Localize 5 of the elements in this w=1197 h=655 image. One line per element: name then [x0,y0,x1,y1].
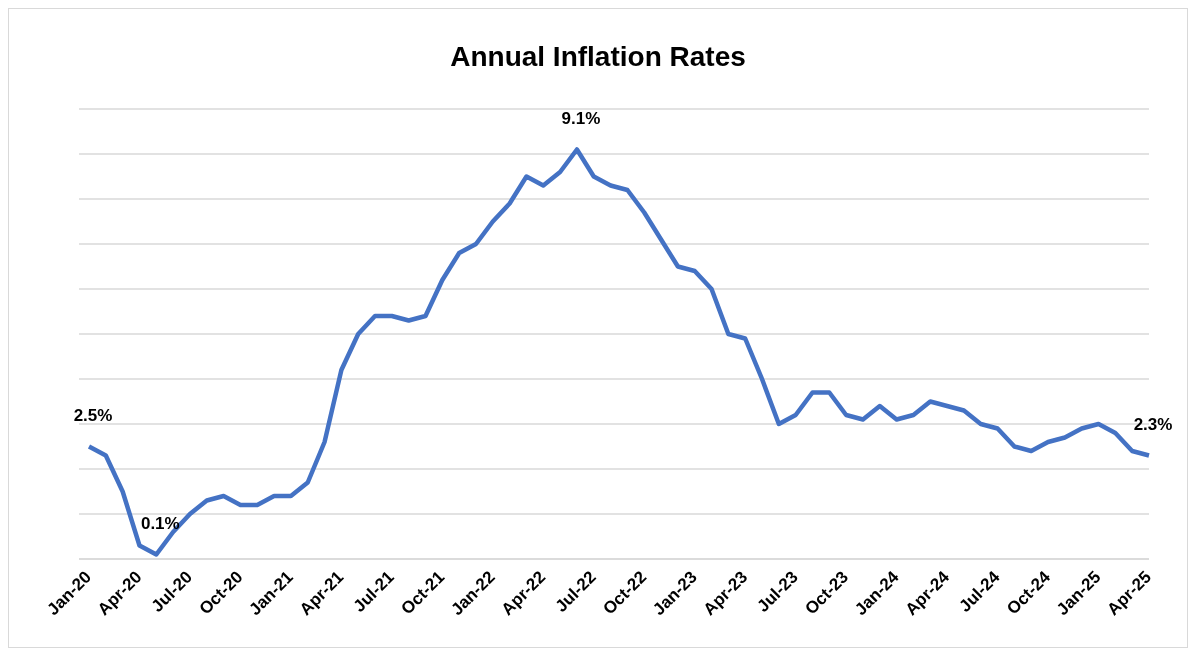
data-label: 2.5% [73,405,113,425]
chart-title: Annual Inflation Rates [449,40,747,72]
data-label: 2.3% [1133,414,1173,434]
data-label: 0.1% [140,513,180,533]
data-label: 9.1% [561,108,601,128]
